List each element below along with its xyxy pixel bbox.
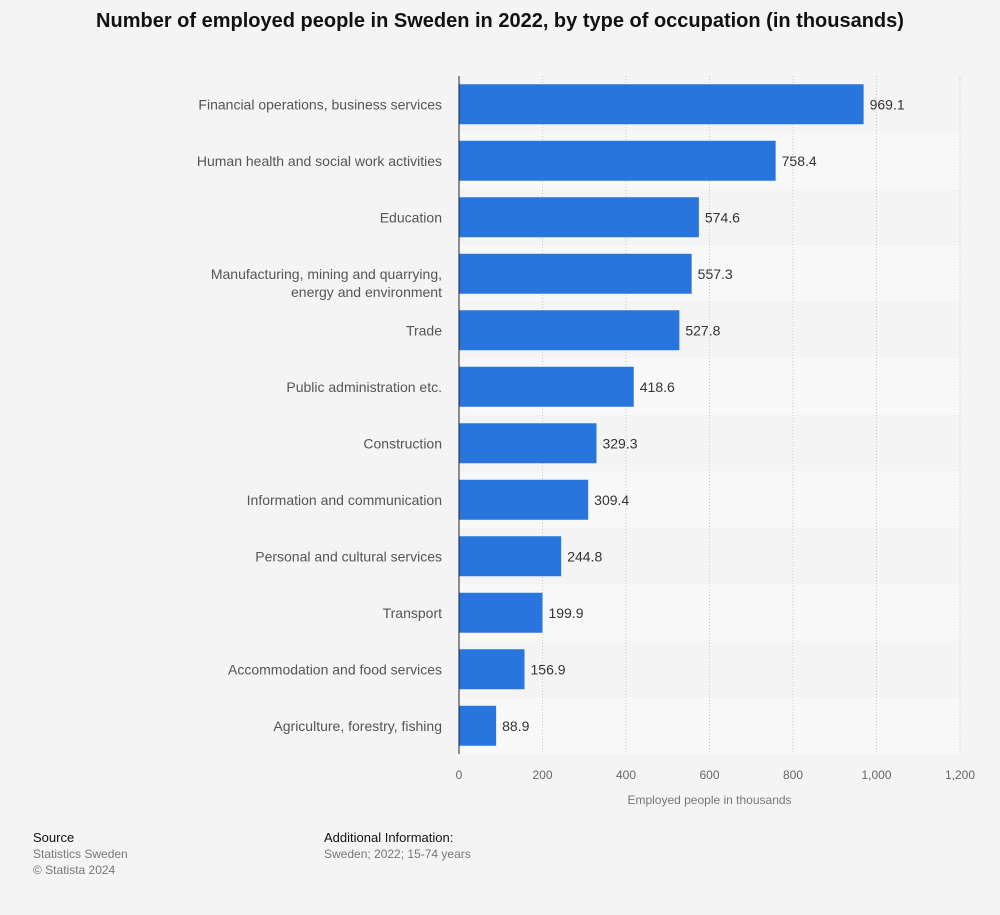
x-tick-label: 0 (456, 768, 463, 782)
bar[interactable] (459, 536, 562, 577)
x-tick-labels: 0 200 400 600 800 1,000 1,200 (456, 768, 976, 782)
bar[interactable] (459, 479, 589, 520)
value-label: 527.8 (685, 322, 720, 338)
value-labels: 969.1 758.4 574.6 557.3 527.8 418.6 329.3 309.4… (502, 96, 905, 734)
additional-info-heading: Additional Information: (324, 830, 454, 845)
copyright-line: © Statista 2024 (33, 863, 116, 877)
bar[interactable] (459, 197, 699, 238)
category-label: Transport (383, 605, 443, 621)
bar[interactable] (459, 366, 634, 407)
bar[interactable] (459, 649, 525, 690)
x-tick-label: 1,200 (945, 768, 975, 782)
category-label: Financial operations, business services (198, 96, 442, 112)
value-label: 309.4 (594, 492, 629, 508)
value-label: 199.9 (548, 605, 583, 621)
gridlines (542, 76, 961, 754)
value-label: 244.8 (567, 548, 602, 564)
value-label: 156.9 (531, 661, 566, 677)
category-label: Accommodation and food services (228, 661, 442, 677)
x-axis-label: Employed people in thousands (627, 793, 791, 807)
category-label: Trade (406, 322, 442, 338)
x-tick-label: 800 (783, 768, 803, 782)
category-label: Education (380, 209, 442, 225)
chart-title: Number of employed people in Sweden in 2… (96, 10, 904, 32)
bar[interactable] (459, 310, 680, 351)
bar[interactable] (459, 84, 864, 125)
value-label: 329.3 (602, 435, 637, 451)
bar[interactable] (459, 140, 776, 181)
bars (459, 84, 864, 746)
value-label: 418.6 (640, 379, 675, 395)
x-tick-label: 400 (616, 768, 636, 782)
value-label: 88.9 (502, 718, 529, 734)
value-label: 557.3 (698, 266, 733, 282)
value-label: 969.1 (870, 96, 905, 112)
source-heading: Source (33, 830, 75, 845)
category-label: Information and communication (247, 492, 442, 508)
category-label: Public administration etc. (286, 379, 442, 395)
category-labels: Financial operations, business services H… (197, 96, 442, 734)
bar[interactable] (459, 253, 692, 294)
source-line: Statistics Sweden (33, 847, 128, 861)
additional-info-block: Additional Information: Sweden; 2022; 15… (324, 830, 471, 862)
additional-info-line: Sweden; 2022; 15-74 years (324, 847, 471, 861)
x-tick-label: 200 (532, 768, 552, 782)
value-label: 574.6 (705, 209, 740, 225)
category-label: Personal and cultural services (255, 548, 442, 564)
category-label: Construction (363, 435, 442, 451)
bar[interactable] (459, 705, 497, 746)
source-block: Source Statistics Sweden © Statista 2024 (33, 830, 128, 878)
bar[interactable] (459, 592, 543, 633)
bar[interactable] (459, 423, 597, 464)
category-label: Agriculture, forestry, fishing (273, 718, 442, 734)
x-tick-label: 1,000 (861, 768, 891, 782)
category-label: Manufacturing, mining and quarrying, ener… (211, 266, 442, 300)
category-label: Human health and social work activities (197, 153, 442, 169)
x-tick-label: 600 (699, 768, 719, 782)
value-label: 758.4 (782, 153, 817, 169)
